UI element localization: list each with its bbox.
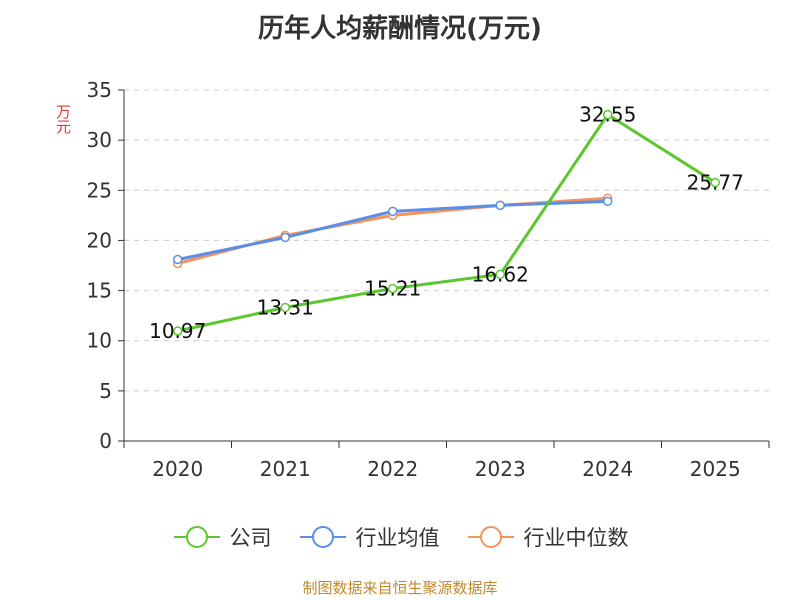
data-point [495,200,505,211]
x-tick-label: 2025 [690,457,741,481]
data-point [173,326,183,336]
legend-line-circle-icon [467,526,514,548]
series-line-0 [177,113,717,333]
data-label: 13.31 [257,296,314,320]
data-point [388,283,398,294]
data-label: 32.55 [579,103,636,127]
data-point [603,196,613,207]
legend-line-circle-icon [173,526,220,548]
legend-line-circle-icon [299,526,346,548]
data-point [603,109,613,120]
data-label: 15.21 [364,276,421,300]
y-tick-label: 15 [87,279,112,303]
data-point [388,206,398,217]
y-tick-label: 30 [87,128,112,152]
legend-label: 公司 [229,526,272,550]
data-source: 制图数据来自恒生聚源数据库 [302,579,498,597]
x-tick-label: 2023 [475,457,526,481]
y-tick-label: 20 [87,228,112,252]
data-label: 25.77 [687,171,744,195]
chart-title: 历年人均薪酬情况(万元) [258,14,542,44]
legend-item-1[interactable]: 行业均值 [298,522,440,552]
x-tick-label: 2020 [152,457,203,481]
data-point [280,232,290,243]
data-label: 10.97 [149,319,206,343]
x-tick-label: 2021 [260,457,311,481]
x-tick-label: 2024 [582,457,633,481]
data-point [495,269,505,280]
y-tick-label: 25 [87,178,112,202]
y-axis-unit: 万元 [54,104,72,134]
legend-item-0[interactable]: 公司 [172,522,272,552]
x-tick-label: 2022 [367,457,418,481]
y-tick-label: 5 [99,379,112,403]
data-label: 16.62 [472,262,529,286]
data-point [280,302,290,313]
y-tick-label: 0 [99,429,112,453]
legend: 公司 行业均值 行业中位数 [0,522,800,552]
legend-item-2[interactable]: 行业中位数 [466,522,629,552]
legend-label: 行业中位数 [523,526,629,550]
data-point [710,177,720,188]
y-tick-label: 35 [87,78,112,102]
y-tick-label: 10 [87,329,112,353]
legend-label: 行业均值 [355,526,440,550]
data-point [173,254,183,265]
